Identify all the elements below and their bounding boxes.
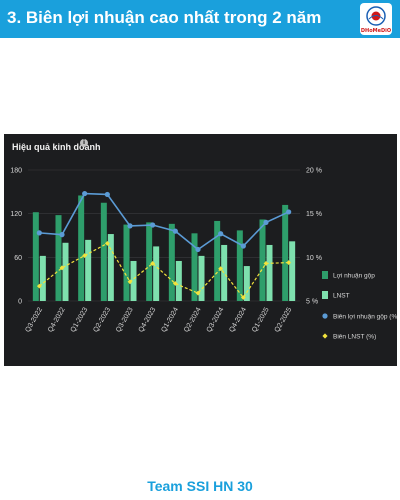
chart-panel: Hiệu quả kinh doanh i 180 120 60 0 20 % 15 % 1… xyxy=(4,134,397,366)
bar-loi-nhuan-gop xyxy=(146,222,153,301)
bar-lnst xyxy=(175,260,182,301)
bar-lnst xyxy=(107,234,114,301)
bar-loi-nhuan-gop xyxy=(282,204,289,301)
legend-label: Biên LNST (%) xyxy=(333,334,376,341)
point-bien-lnst xyxy=(218,266,224,272)
footer-team-label: Team SSI HN 30 xyxy=(147,478,253,494)
legend-swatch xyxy=(322,271,328,279)
legend-label: Lợi nhuận gộp xyxy=(333,273,375,280)
bar-lnst xyxy=(221,244,228,301)
bar-lnst xyxy=(153,246,160,301)
x-tick-label: Q2-2025 xyxy=(274,306,294,333)
point-bien-loi-nhuan-gop xyxy=(36,230,42,236)
point-bien-lnst xyxy=(172,281,178,286)
point-bien-loi-nhuan-gop xyxy=(218,231,224,237)
bar-loi-nhuan-gop xyxy=(236,230,243,301)
point-bien-lnst xyxy=(127,279,133,285)
point-bien-lnst xyxy=(286,260,292,265)
bar-loi-nhuan-gop xyxy=(55,215,62,301)
bar-lnst xyxy=(62,242,69,301)
point-bien-lnst xyxy=(36,283,42,289)
point-bien-loi-nhuan-gop xyxy=(82,190,88,197)
point-bien-loi-nhuan-gop xyxy=(286,209,292,215)
bar-loi-nhuan-gop xyxy=(168,223,175,301)
company-logo: DHoMeDiO xyxy=(360,3,392,35)
bar-lnst xyxy=(289,241,296,301)
bar-lnst xyxy=(85,239,92,301)
bar-lnst xyxy=(266,244,273,301)
bar-loi-nhuan-gop xyxy=(259,219,266,301)
bar-lnst xyxy=(130,260,137,301)
point-bien-lnst xyxy=(240,295,246,300)
y-left-tick-label: 0 xyxy=(18,299,22,306)
info-icon[interactable]: i xyxy=(80,139,88,147)
point-bien-loi-nhuan-gop xyxy=(263,219,269,225)
legend-swatch xyxy=(322,291,328,299)
line-bien-lnst xyxy=(38,242,289,299)
x-tick-label: Q1-2023 xyxy=(70,306,90,333)
point-bien-lnst xyxy=(150,261,156,266)
bar-lnst xyxy=(198,255,205,301)
slide-header: 3. Biên lợi nhuận cao nhất trong 2 năm D… xyxy=(0,0,400,38)
x-tick-label: Q3-2022 xyxy=(24,306,44,333)
logo-emblem-icon xyxy=(366,6,386,26)
bar-loi-nhuan-gop xyxy=(214,220,221,301)
logo-text: DHoMeDiO xyxy=(360,28,392,34)
point-bien-loi-nhuan-gop xyxy=(150,222,156,228)
bar-lnst xyxy=(39,255,46,301)
x-tick-label: Q4-2024 xyxy=(228,306,248,333)
y-left-tick-label: 60 xyxy=(14,255,22,262)
y-right-tick-label: 15 % xyxy=(306,211,322,218)
legend-label: LNST xyxy=(333,293,350,300)
point-bien-lnst xyxy=(104,240,110,246)
chart-title: Hiệu quả kinh doanh xyxy=(12,142,101,152)
x-tick-label: Q3-2023 xyxy=(115,306,135,333)
point-bien-lnst xyxy=(59,265,65,271)
x-tick-label: Q2-2023 xyxy=(92,306,112,333)
point-bien-lnst xyxy=(263,261,269,266)
line-bien-loi-nhuan-gop xyxy=(39,192,290,251)
bar-loi-nhuan-gop xyxy=(100,202,107,301)
x-tick-label: Q4-2023 xyxy=(138,306,158,333)
y-left-tick-label: 180 xyxy=(10,168,22,175)
legend-swatch xyxy=(322,333,328,339)
bar-loi-nhuan-gop xyxy=(191,233,198,301)
y-left-tick-label: 120 xyxy=(10,211,22,218)
legend-label: Biên lợi nhuận gộp (%) xyxy=(333,314,397,321)
legend-swatch xyxy=(322,313,328,319)
bar-loi-nhuan-gop xyxy=(32,212,39,301)
y-right-tick-label: 5 % xyxy=(306,299,318,306)
y-right-tick-label: 20 % xyxy=(306,168,322,175)
x-tick-label: Q4-2022 xyxy=(47,306,67,333)
point-bien-lnst xyxy=(195,290,201,296)
x-tick-label: Q1-2024 xyxy=(160,306,180,333)
point-bien-loi-nhuan-gop xyxy=(127,223,133,229)
bar-loi-nhuan-gop xyxy=(78,195,85,301)
point-bien-loi-nhuan-gop xyxy=(240,243,246,249)
x-tick-label: Q2-2024 xyxy=(183,306,203,333)
x-tick-label: Q3-2024 xyxy=(206,306,226,333)
slide-title: 3. Biên lợi nhuận cao nhất trong 2 năm xyxy=(7,8,322,27)
point-bien-loi-nhuan-gop xyxy=(104,191,110,198)
bar-loi-nhuan-gop xyxy=(123,224,130,301)
point-bien-loi-nhuan-gop xyxy=(59,232,65,238)
y-right-tick-label: 10 % xyxy=(306,255,322,262)
bar-lnst xyxy=(243,266,250,301)
point-bien-loi-nhuan-gop xyxy=(172,228,178,234)
point-bien-loi-nhuan-gop xyxy=(195,246,201,253)
x-tick-label: Q1-2025 xyxy=(251,306,271,333)
